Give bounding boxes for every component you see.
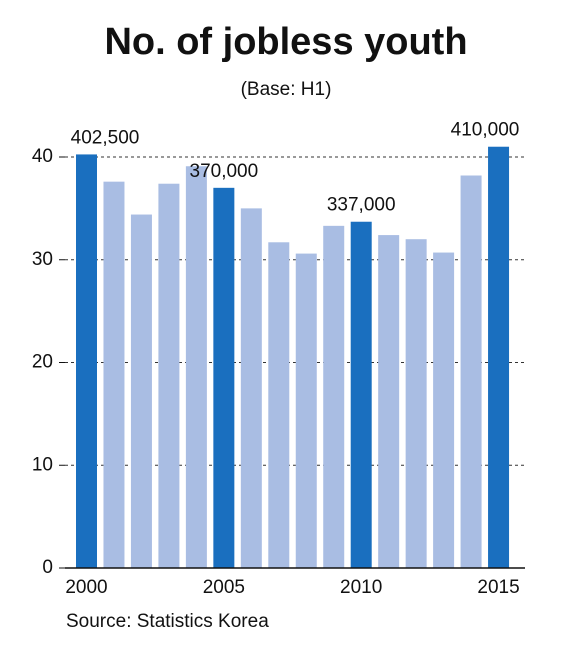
bar (130, 214, 152, 569)
chart-title: No. of jobless youth (104, 21, 467, 63)
bar (213, 187, 235, 568)
chart-subtitle: (Base: H1) (241, 79, 332, 100)
value-label: 410,000 (451, 120, 520, 141)
bar (185, 166, 207, 568)
bar (488, 146, 510, 568)
bar (240, 208, 262, 568)
bar (158, 183, 180, 568)
y-tick-label: 30 (32, 249, 53, 270)
value-label: 370,000 (190, 161, 259, 182)
bar (350, 221, 372, 569)
x-tick-label: 2010 (340, 577, 382, 598)
bar (103, 181, 125, 568)
bar (460, 175, 482, 568)
y-tick-label: 20 (32, 352, 53, 373)
y-tick-label: 40 (32, 146, 53, 167)
bar (405, 239, 427, 568)
bar (295, 253, 317, 568)
bar (268, 242, 290, 568)
bar (433, 252, 455, 568)
source-note: Source: Statistics Korea (66, 611, 269, 632)
bar (323, 225, 345, 568)
x-tick-label: 2015 (477, 577, 519, 598)
value-label: 337,000 (327, 195, 396, 216)
x-tick-label: 2000 (65, 577, 107, 598)
y-tick-label: 0 (42, 557, 53, 578)
value-label: 402,500 (71, 127, 140, 148)
y-tick-label: 10 (32, 454, 53, 475)
bar (378, 235, 400, 568)
x-tick-label: 2005 (203, 577, 245, 598)
bar (76, 154, 97, 568)
